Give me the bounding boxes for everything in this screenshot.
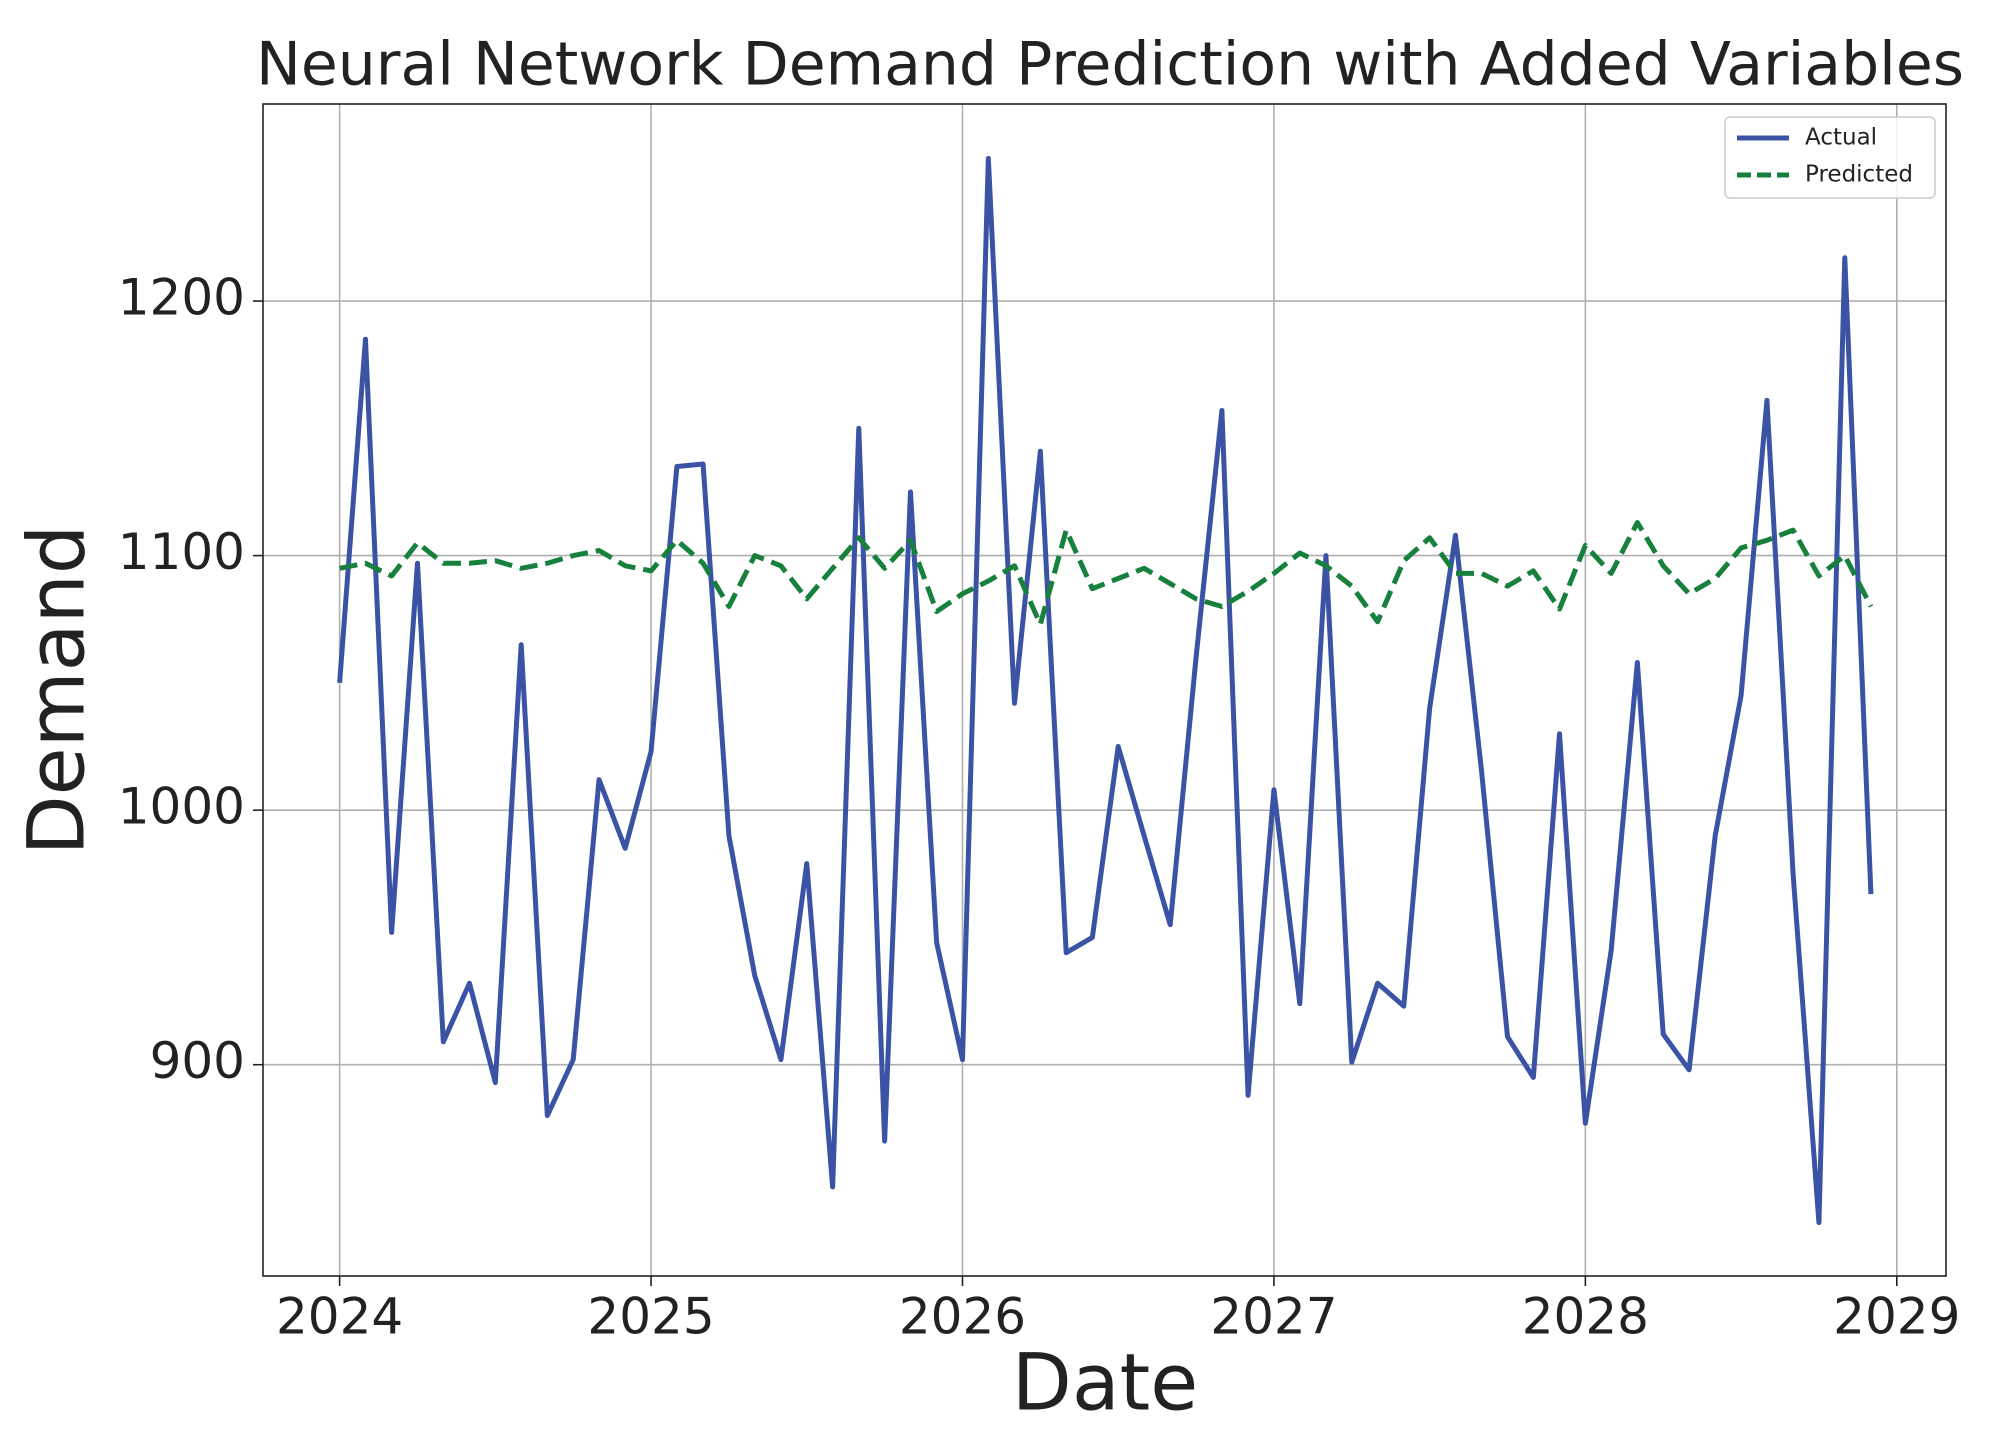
x-tick-label: 2028: [1522, 1288, 1649, 1346]
series-line: [339, 519, 1874, 627]
chart-title: Neural Network Demand Prediction with Ad…: [256, 30, 1964, 100]
series-line: [337, 155, 1874, 1226]
y-tick-label: 1100: [118, 523, 245, 581]
legend-label: Predicted: [1805, 162, 1913, 188]
y-axis-label: Demand: [12, 525, 102, 856]
x-tick-label: 2024: [276, 1288, 403, 1346]
y-tick-label: 900: [150, 1032, 245, 1090]
x-axis-label: Date: [1012, 1338, 1198, 1428]
x-tick-label: 2027: [1210, 1288, 1337, 1346]
x-tick-label: 2026: [899, 1288, 1026, 1346]
legend-label: Actual: [1805, 125, 1877, 151]
y-tick-label: 1000: [118, 778, 245, 836]
plot-frame: [262, 103, 1947, 1277]
y-tick-label: 1200: [118, 269, 245, 327]
x-tick-label: 2029: [1833, 1288, 1960, 1346]
x-tick-label: 2025: [587, 1288, 714, 1346]
